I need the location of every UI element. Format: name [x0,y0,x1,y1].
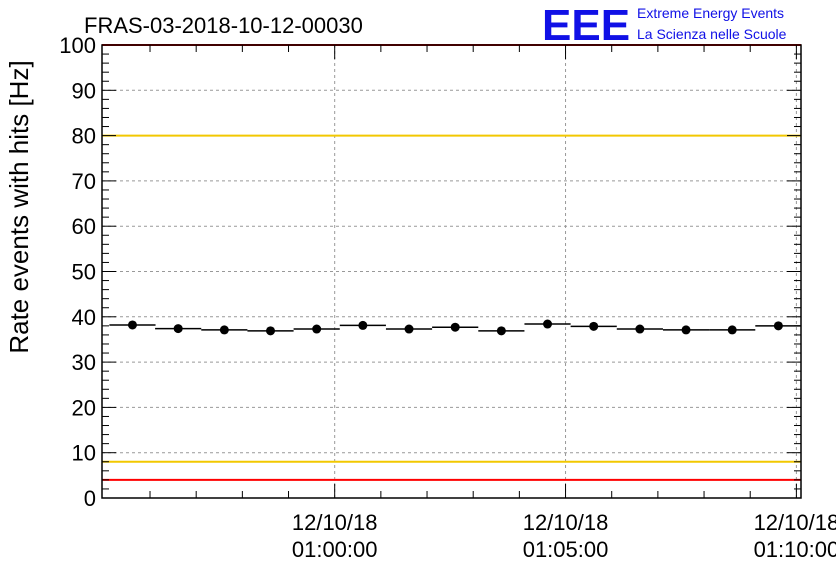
data-point [404,324,414,334]
data-point [173,324,183,334]
y-tick-label: 80 [72,124,96,149]
y-tick-label: 30 [72,350,96,375]
x-tick-time-label: 01:00:00 [292,537,378,562]
data-point [266,326,276,336]
y-axis-label: Rate events with hits [Hz] [4,60,34,353]
data-point [358,320,368,330]
x-tick-date-label: 12/10/18 [523,510,609,535]
threshold-lines [102,44,801,481]
data-point [589,321,599,331]
y-tick-label: 50 [72,260,96,285]
data-point [496,326,506,336]
data-point [681,325,691,335]
y-tick-label: 0 [84,486,96,511]
y-tick-label: 100 [59,33,96,58]
data-point [219,325,229,335]
data-point [543,319,553,329]
x-tick-date-label: 12/10/18 [292,510,378,535]
data-point [450,322,460,332]
data-point [127,320,137,330]
data-point [312,324,322,334]
data-series [109,319,802,336]
y-tick-label: 20 [72,395,96,420]
y-tick-label: 90 [72,78,96,103]
logo-line-1: Extreme Energy Events [637,5,784,21]
y-tick-label: 70 [72,169,96,194]
x-tick-time-label: 01:05:00 [523,537,609,562]
axes: 010203040506070809010012/10/1801:00:0012… [59,33,836,562]
logo-letters: EEE [542,1,630,50]
x-tick-date-label: 12/10/18 [754,510,836,535]
y-tick-label: 40 [72,305,96,330]
data-point [727,325,737,335]
data-point [773,321,783,331]
x-tick-time-label: 01:10:00 [754,537,836,562]
eee-logo: EEE Extreme Energy Events La Scienza nel… [542,1,787,50]
y-tick-label: 10 [72,441,96,466]
data-point [635,324,645,334]
grid [102,45,801,498]
logo-line-2: La Scienza nelle Scuole [637,26,787,42]
y-tick-label: 60 [72,214,96,239]
chart-title: FRAS-03-2018-10-12-00030 [84,13,363,38]
